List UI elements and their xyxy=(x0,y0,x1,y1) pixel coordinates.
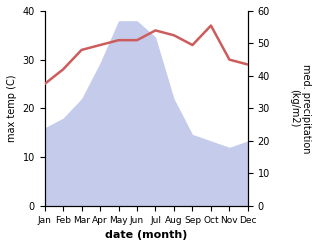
Y-axis label: med. precipitation
(kg/m2): med. precipitation (kg/m2) xyxy=(289,64,311,153)
X-axis label: date (month): date (month) xyxy=(105,230,187,240)
Y-axis label: max temp (C): max temp (C) xyxy=(7,75,17,142)
